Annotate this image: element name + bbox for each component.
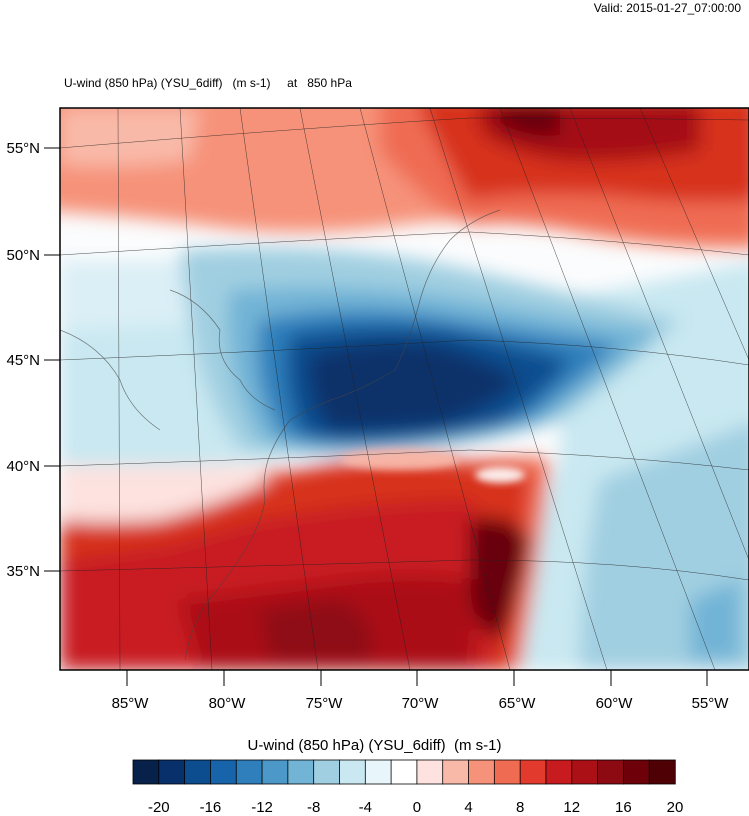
colorbar-swatch <box>235 759 263 785</box>
lon-label-80w: 80°W <box>209 695 247 712</box>
lat-label-40n: 40°N <box>6 458 40 475</box>
colorbar-swatch <box>416 759 444 785</box>
map-frame <box>59 107 749 671</box>
lat-label-50n: 50°N <box>6 247 40 264</box>
lat-ticks <box>44 147 60 572</box>
plot-title: U-wind (850 hPa) (YSU_6diff) (m s-1) at … <box>64 76 352 90</box>
lon-label-60w: 60°W <box>596 695 634 712</box>
colorbar-label: 16 <box>615 799 632 816</box>
colorbar-swatch <box>571 759 599 785</box>
colorbar-swatch <box>261 759 289 785</box>
colorbar-label: 12 <box>563 799 580 816</box>
valid-time-label: Valid: 2015-01-27_07:00:00 <box>593 1 741 15</box>
coastlines <box>60 209 501 661</box>
colorbar-swatch <box>442 759 470 785</box>
colorbar-label: 0 <box>413 799 421 816</box>
colorbar-label: -4 <box>359 799 372 816</box>
lon-label-75w: 75°W <box>306 695 344 712</box>
map-field <box>60 108 749 670</box>
colorbar-swatch <box>648 759 676 785</box>
colorbar-swatch <box>597 759 625 785</box>
lon-ticks <box>126 670 708 686</box>
graticule <box>60 108 749 670</box>
colorbar-swatch <box>390 759 418 785</box>
lat-label-35n: 35°N <box>6 563 40 580</box>
colorbar-swatch <box>210 759 237 785</box>
lon-label-65w: 65°W <box>499 695 537 712</box>
colorbar-label: 4 <box>464 799 472 816</box>
colorbar-swatch <box>622 759 650 785</box>
colorbar-swatch <box>184 759 212 785</box>
lon-label-85w: 85°W <box>112 695 150 712</box>
colorbar-swatch <box>287 759 315 785</box>
colorbar-label: 20 <box>667 799 684 816</box>
lon-label-55w: 55°W <box>692 695 730 712</box>
colorbar-swatch <box>493 759 521 785</box>
colorbar-swatch <box>132 759 160 785</box>
colorbar-swatch <box>545 759 573 785</box>
colorbar-swatch <box>339 759 366 785</box>
colorbar-title: U-wind (850 hPa) (YSU_6diff) (m s-1) <box>247 737 502 754</box>
colorbar: -20 -16 -12 -8 -4 0 4 8 12 16 20 <box>132 759 684 816</box>
colorbar-swatch <box>468 759 496 785</box>
colorbar-swatch <box>313 759 341 785</box>
colorbar-label: -16 <box>200 799 222 816</box>
lat-label-45n: 45°N <box>6 352 40 369</box>
colorbar-label: -12 <box>251 799 273 816</box>
colorbar-label: -20 <box>148 799 170 816</box>
colorbar-swatch <box>519 759 547 785</box>
lon-label-70w: 70°W <box>402 695 440 712</box>
colorbar-swatch <box>364 759 392 785</box>
colorbar-swatch <box>158 759 186 785</box>
colorbar-label: 8 <box>516 799 524 816</box>
colorbar-label: -8 <box>307 799 320 816</box>
lat-label-55n: 55°N <box>6 140 40 157</box>
